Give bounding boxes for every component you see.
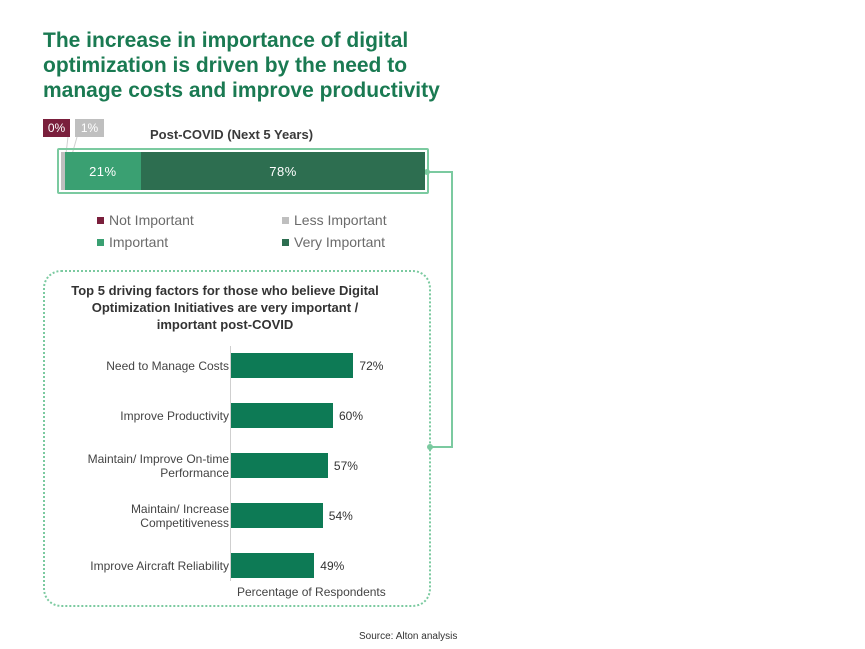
bar-value-label: 49% [320, 559, 345, 573]
legend-label: Very Important [294, 234, 386, 250]
bar-category-line: Maintain/ Improve On-time [87, 451, 229, 466]
legend-item-less-important: Less Important [282, 212, 427, 228]
bar-category-line: Improve Aircraft Reliability [90, 558, 229, 573]
bar-category-text: Maintain/ Increase Competitiveness [131, 502, 229, 530]
bar-value-label: 60% [339, 409, 364, 423]
legend-item-important: Important [97, 234, 282, 250]
bar-category-text: Improve Productivity [120, 409, 229, 423]
bar-chart-axis [230, 346, 231, 581]
bar-category-label: Improve Aircraft Reliability [54, 553, 229, 578]
callout-not-important: 0% [43, 119, 70, 137]
bar [231, 353, 354, 378]
bar-value-label: 72% [359, 359, 384, 373]
stacked-bar: 21% 78% [61, 152, 425, 190]
segment-important: 21% [64, 152, 142, 190]
bar [231, 403, 333, 428]
segment-very-important: 78% [141, 152, 425, 190]
stacked-bar-frame [57, 148, 429, 194]
bar [231, 503, 323, 528]
x-axis-label: Percentage of Respondents [237, 585, 386, 599]
driving-factors-panel [43, 270, 431, 607]
legend-swatch [97, 238, 104, 246]
bar-category-line: Improve Productivity [120, 408, 229, 423]
legend-swatch [97, 216, 104, 224]
bar-category-line: Competitiveness [140, 515, 229, 530]
bar-category-label: Improve Productivity [54, 403, 229, 428]
legend-item-very-important: Very Important [282, 234, 427, 250]
stacked-chart-title: Post-COVID (Next 5 Years) [150, 127, 314, 142]
bar [231, 553, 315, 578]
legend-label: Less Important [294, 212, 387, 228]
legend-swatch [282, 216, 289, 224]
bar [231, 453, 328, 478]
legend-label: Not Important [109, 212, 194, 228]
page-title: The increase in importance of digital op… [43, 29, 440, 102]
bar-category-label: Need to Manage Costs [54, 353, 229, 378]
callout-less-important: 1% [75, 119, 104, 137]
bar-category-line: Maintain/ Increase [130, 501, 229, 516]
bar-category-text: Maintain/ Improve On-time Performance [88, 452, 229, 480]
bar-category-text: Improve Aircraft Reliability [90, 559, 229, 573]
bar-category-line: Performance [160, 465, 229, 480]
source-note: Source: Alton analysis [359, 631, 458, 642]
connector-line [427, 171, 453, 448]
legend-label: Important [109, 234, 169, 250]
segment-less-important [61, 152, 65, 190]
bar-category-line: Need to Manage Costs [106, 358, 229, 373]
stacked-legend: Not Important Less Important Important V… [97, 212, 427, 250]
bar-value-label: 54% [328, 509, 353, 523]
bar-category-label: Maintain/ Improve On-time Performance [54, 452, 229, 480]
bar-value-label: 57% [333, 459, 358, 473]
legend-item-not-important: Not Important [97, 212, 282, 228]
legend-swatch [282, 238, 289, 246]
bar-category-label: Maintain/ Increase Competitiveness [54, 502, 229, 530]
bar-category-text: Need to Manage Costs [106, 359, 229, 373]
driving-factors-title: Top 5 driving factors for those who beli… [71, 283, 379, 332]
